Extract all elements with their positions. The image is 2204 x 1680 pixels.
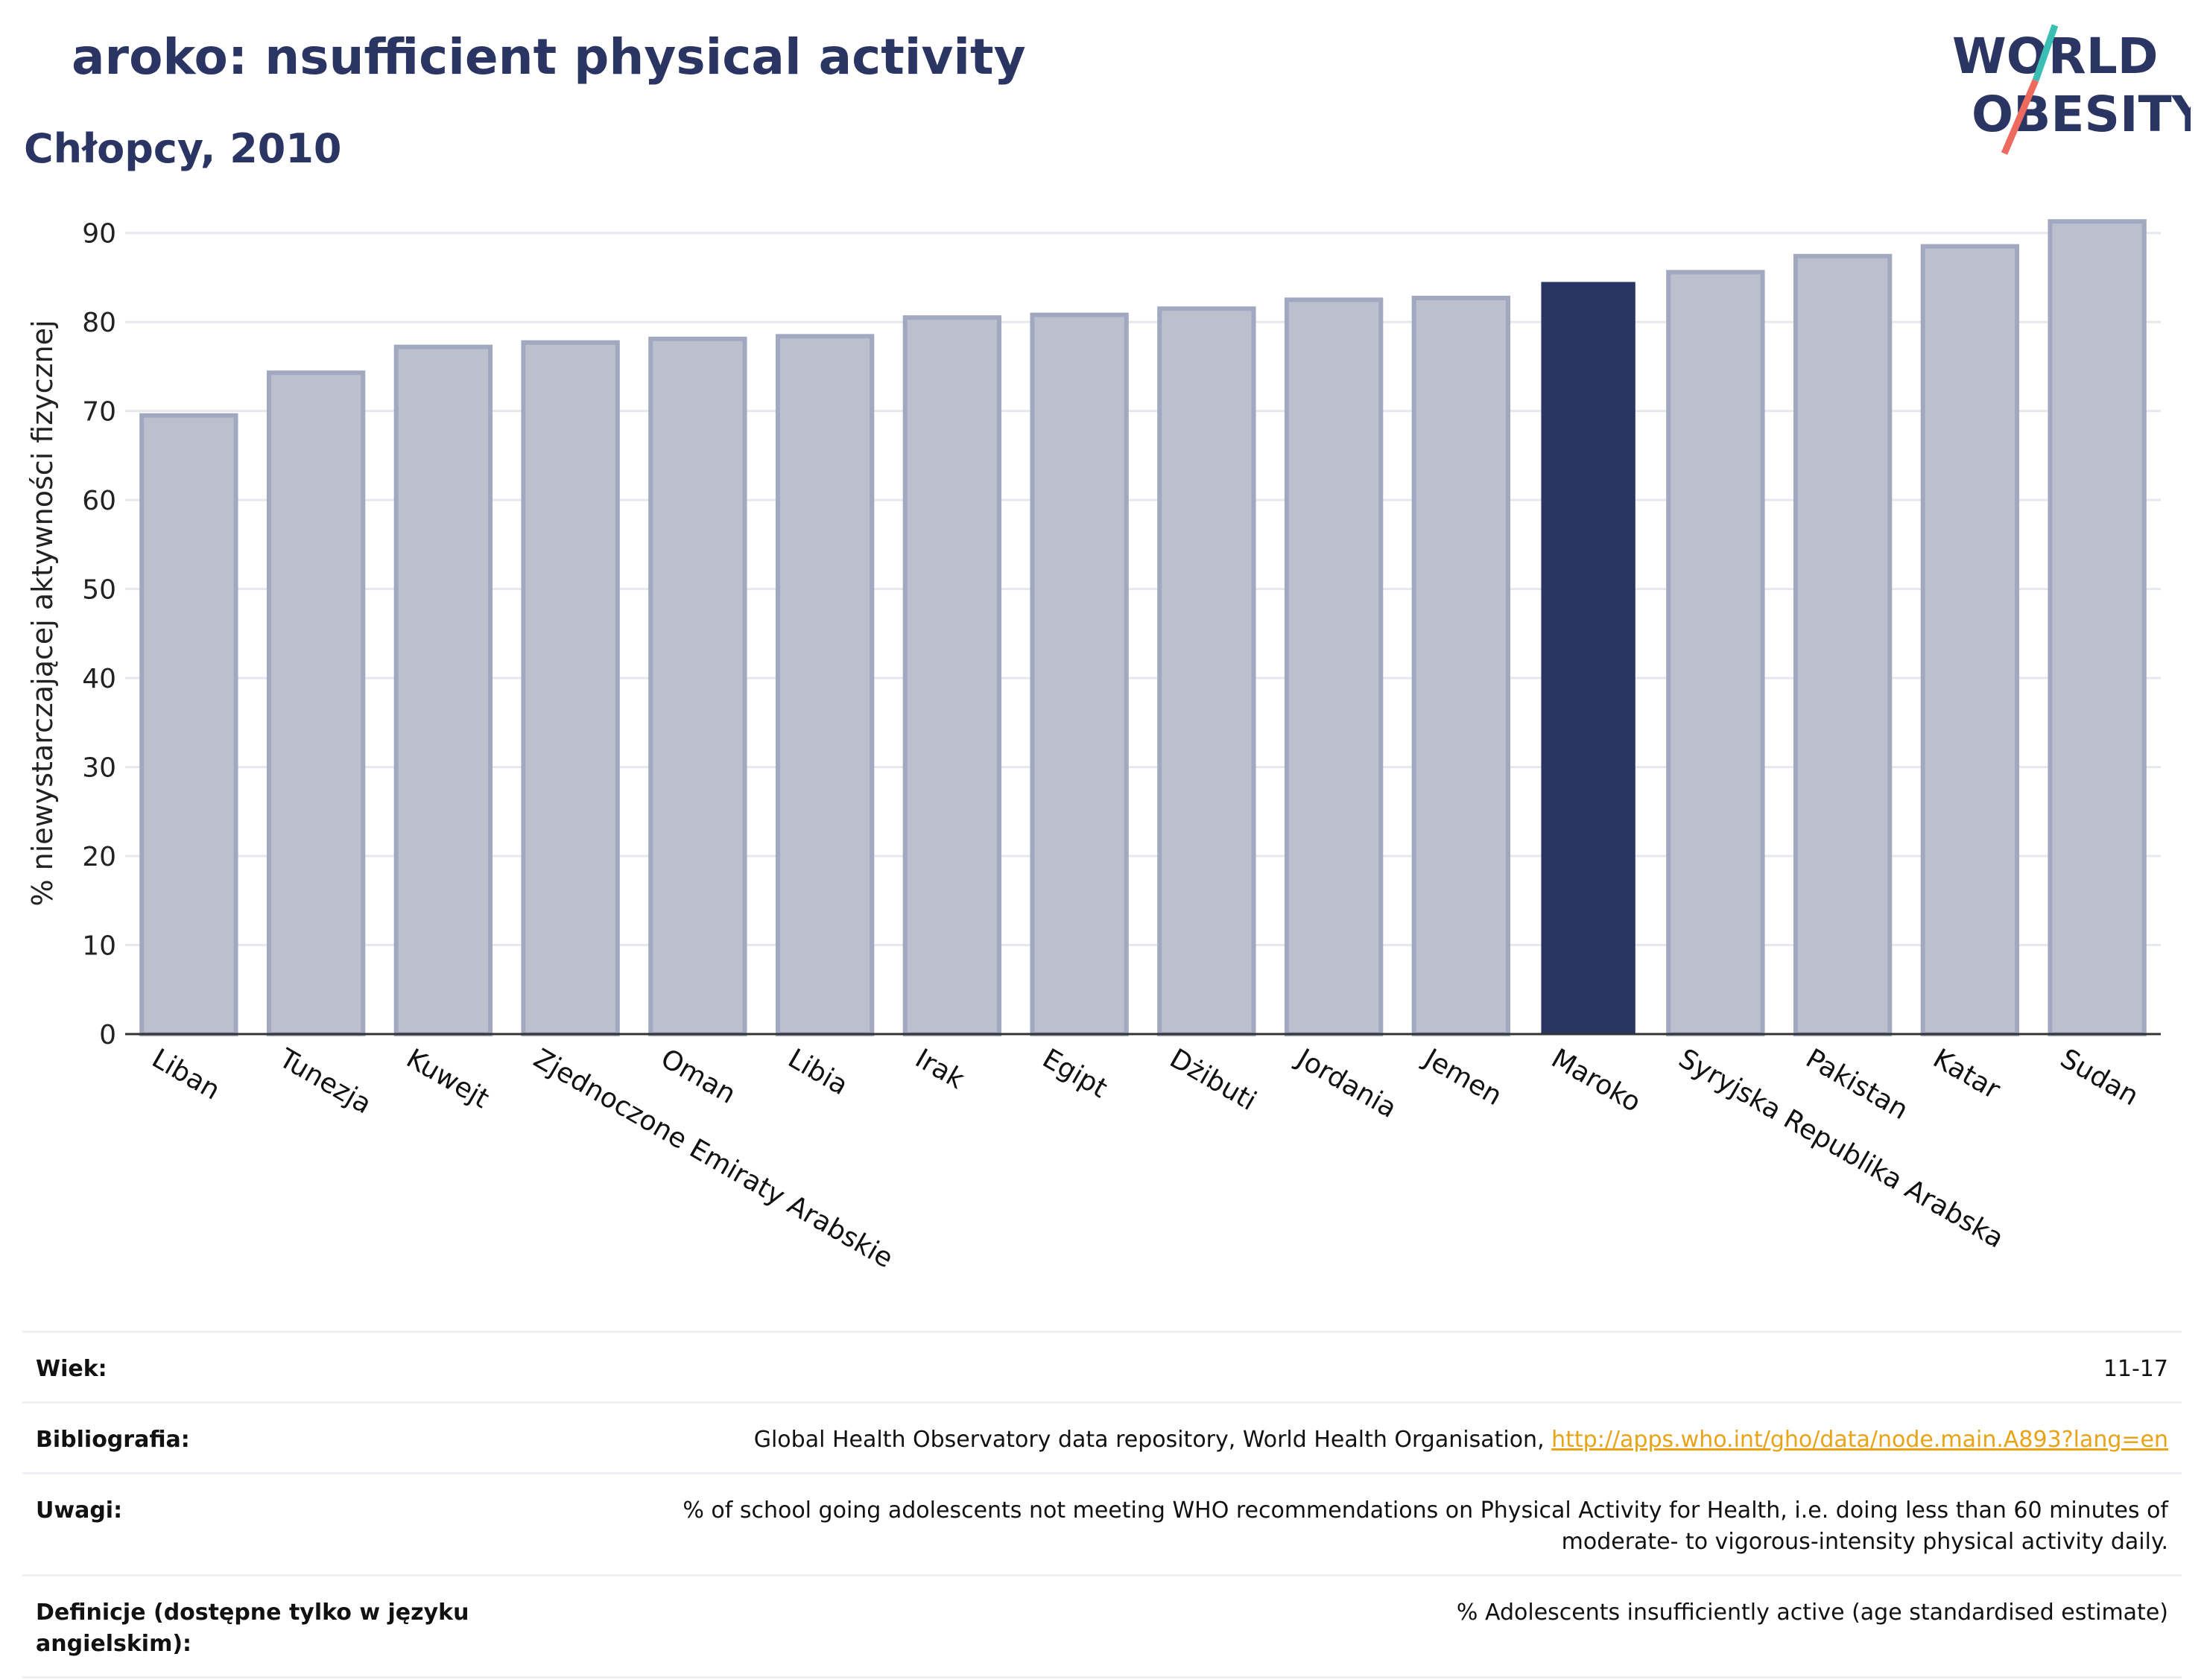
age-value: 11-17 [2103, 1356, 2168, 1382]
bibliography-label: Bibliografia: [36, 1427, 190, 1453]
y-tick-label: 20 [82, 842, 116, 872]
y-tick-label: 10 [82, 931, 116, 962]
y-tick-label: 60 [82, 486, 116, 516]
bars [139, 219, 2147, 1037]
bar-maroko [1541, 282, 1635, 1034]
x-tick-label: Maroko [1546, 1043, 1646, 1118]
info-row-definitions: Definicje (dostępne tylko w języku angiel… [22, 1574, 2182, 1679]
bar-pakistan [1793, 253, 1893, 1036]
notes-line-1: % of school going adolescents not meetin… [683, 1497, 2168, 1524]
x-tick-label: Dżibuti [1165, 1043, 1261, 1117]
info-row-notes: Uwagi: % of school going adolescents not… [22, 1472, 2182, 1574]
info-table: Wiek: 11-17 Bibliografia: Global Health … [22, 1331, 2182, 1679]
definitions-value: % Adolescents insufficiently active (age… [1456, 1600, 2168, 1626]
y-axis-label: % niewystarczającej aktywności fizycznej [26, 320, 59, 906]
bibliography-text: Global Health Observatory data repositor… [753, 1427, 1552, 1453]
world-obesity-logo: WORLD OBESITY [1952, 24, 2191, 155]
info-row-age: Wiek: 11-17 [22, 1331, 2182, 1401]
y-tick-label: 50 [82, 575, 116, 606]
notes-line-2: moderate- to vigorous-intensity physical… [1561, 1529, 2168, 1555]
bar-jordania [1284, 297, 1384, 1036]
y-tick-label: 30 [82, 753, 116, 784]
notes-value: % of school going adolescents not meetin… [483, 1495, 2168, 1558]
bar-katar [1920, 244, 2020, 1037]
bar-libia [775, 334, 875, 1037]
x-axis-tick-labels: Liban Tunezja Kuwejt Zjednoczone Emiraty Ar… [147, 1042, 2144, 1274]
info-row-bibliography: Bibliografia: Global Health Observatory … [22, 1401, 2182, 1472]
bar-syryjska-republika-arabska [1666, 270, 1765, 1037]
bibliography-link[interactable]: http://apps.who.int/gho/data/node.main.A… [1551, 1427, 2168, 1453]
bar-jemen [1411, 295, 1511, 1036]
definitions-label-line-1: Definicje (dostępne tylko w języku [36, 1600, 469, 1626]
y-tick-label: 80 [82, 308, 116, 338]
age-label: Wiek: [36, 1356, 107, 1382]
x-tick-label: Jordania [1291, 1042, 1402, 1124]
bibliography-value: Global Health Observatory data repositor… [483, 1424, 2168, 1456]
x-tick-label: Tunezja [273, 1043, 377, 1120]
notes-label: Uwagi: [36, 1497, 123, 1524]
x-tick-label: Sudan [2055, 1043, 2144, 1112]
logo-text-obesity: OBESITY [1972, 86, 2191, 143]
bar-liban [139, 413, 238, 1036]
y-tick-label: 70 [82, 397, 116, 428]
x-tick-label: Irak [910, 1043, 969, 1095]
y-tick-label: 40 [82, 664, 116, 694]
x-tick-label: Egipt [1037, 1043, 1112, 1104]
x-tick-label: Oman [656, 1043, 741, 1110]
logo-slash-coral [2001, 79, 2039, 155]
x-tick-label: Jemen [1418, 1042, 1507, 1112]
y-axis-ticks: 0 10 20 30 40 50 60 70 80 90 [82, 219, 116, 1050]
definitions-label-line-2: angielskim): [36, 1631, 192, 1657]
bar-sudan [2048, 219, 2147, 1036]
logo-text-world: WORLD [1952, 28, 2159, 85]
bar-kuwejt [393, 344, 493, 1036]
x-tick-label: Pakistan [1801, 1043, 1913, 1126]
y-tick-label: 0 [99, 1020, 116, 1050]
bar-egipt [1030, 312, 1129, 1036]
x-tick-label: Kuwejt [401, 1043, 494, 1115]
bar-tunezja [266, 370, 366, 1036]
definitions-label: Definicje (dostępne tylko w języku angiel… [36, 1597, 483, 1660]
y-tick-label: 90 [82, 219, 116, 250]
x-tick-label: Liban [147, 1043, 225, 1106]
bar-dżibuti [1157, 306, 1256, 1036]
x-tick-label: Katar [1928, 1043, 2005, 1106]
bar-irak [902, 315, 1002, 1037]
page-subtitle: Chłopcy, 2010 [24, 125, 342, 172]
page-title: aroko: nsufficient physical activity [72, 28, 1026, 86]
bar-oman [648, 336, 747, 1036]
x-tick-label: Libia [783, 1043, 853, 1101]
logo-slash-teal [2032, 24, 2059, 82]
bar-zjednoczone-emiraty-arabskie [521, 340, 620, 1037]
